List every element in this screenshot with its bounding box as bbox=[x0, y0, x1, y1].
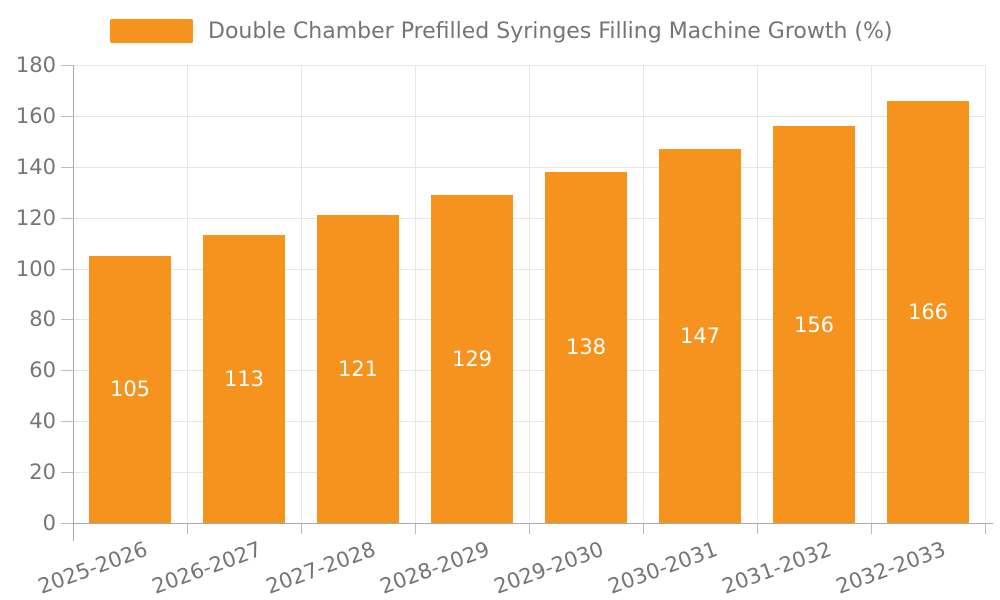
y-tick bbox=[61, 166, 73, 168]
x-tick bbox=[871, 523, 872, 534]
bar[interactable] bbox=[773, 126, 855, 523]
y-tick bbox=[61, 421, 73, 423]
legend-label: Double Chamber Prefilled Syringes Fillin… bbox=[208, 18, 893, 44]
x-tick bbox=[643, 523, 644, 534]
x-gridline bbox=[643, 65, 644, 523]
y-axis-label: 140 bbox=[15, 154, 56, 179]
x-gridline bbox=[757, 65, 758, 523]
x-gridline bbox=[529, 65, 530, 523]
y-tick bbox=[61, 472, 73, 474]
y-axis-label: 60 bbox=[29, 358, 56, 383]
y-tick bbox=[61, 319, 73, 321]
x-tick bbox=[529, 523, 530, 534]
y-tick bbox=[61, 65, 73, 66]
x-gridline bbox=[985, 65, 986, 523]
y-axis-label: 80 bbox=[29, 307, 56, 332]
x-tick bbox=[301, 523, 302, 534]
x-tick bbox=[73, 523, 74, 541]
x-axis-label: 2032-2033 bbox=[832, 537, 949, 599]
bar[interactable] bbox=[89, 255, 171, 523]
x-axis-line bbox=[73, 523, 993, 524]
x-axis-label: 2025-2026 bbox=[34, 537, 151, 599]
bar-value-label: 105 bbox=[109, 377, 151, 402]
y-tick bbox=[61, 268, 73, 270]
legend: Double Chamber Prefilled Syringes Fillin… bbox=[110, 13, 892, 49]
legend-swatch bbox=[110, 19, 193, 43]
bar[interactable] bbox=[203, 235, 285, 523]
y-tick bbox=[61, 217, 73, 219]
x-gridline bbox=[187, 65, 188, 523]
bar-value-label: 166 bbox=[907, 299, 949, 324]
bar[interactable] bbox=[545, 171, 627, 523]
x-gridline bbox=[415, 65, 416, 523]
x-tick bbox=[757, 523, 758, 534]
y-axis-label: 40 bbox=[29, 409, 56, 434]
bar-value-label: 121 bbox=[337, 357, 379, 382]
bar-value-label: 129 bbox=[451, 346, 493, 371]
bar[interactable] bbox=[317, 215, 399, 523]
y-axis-label: 0 bbox=[42, 511, 56, 535]
x-tick bbox=[985, 523, 986, 534]
x-axis-label: 2026-2027 bbox=[148, 537, 265, 599]
y-axis-label: 100 bbox=[15, 256, 56, 281]
bar-value-label: 147 bbox=[679, 323, 721, 348]
x-axis-label: 2027-2028 bbox=[262, 537, 379, 599]
x-axis-label: 2028-2029 bbox=[376, 537, 493, 599]
y-axis-label: 120 bbox=[15, 205, 56, 230]
bar-value-label: 156 bbox=[793, 312, 835, 337]
bar[interactable] bbox=[431, 194, 513, 523]
x-axis-label: 2030-2031 bbox=[604, 537, 721, 599]
x-tick bbox=[415, 523, 416, 534]
y-axis-label: 160 bbox=[15, 103, 56, 128]
y-tick bbox=[61, 370, 73, 372]
y-tick bbox=[61, 115, 73, 117]
y-axis-label: 20 bbox=[29, 460, 56, 485]
bar[interactable] bbox=[659, 148, 741, 523]
bar-value-label: 113 bbox=[223, 367, 265, 392]
x-tick bbox=[187, 523, 188, 534]
bar[interactable] bbox=[887, 100, 969, 523]
y-axis-line bbox=[73, 65, 74, 524]
x-gridline bbox=[301, 65, 302, 523]
x-axis-label: 2029-2030 bbox=[490, 537, 607, 599]
y-axis-label: 180 bbox=[15, 53, 56, 77]
y-tick bbox=[61, 523, 73, 524]
x-axis-label: 2031-2032 bbox=[718, 537, 835, 599]
x-gridline bbox=[871, 65, 872, 523]
bar-value-label: 138 bbox=[565, 335, 607, 360]
